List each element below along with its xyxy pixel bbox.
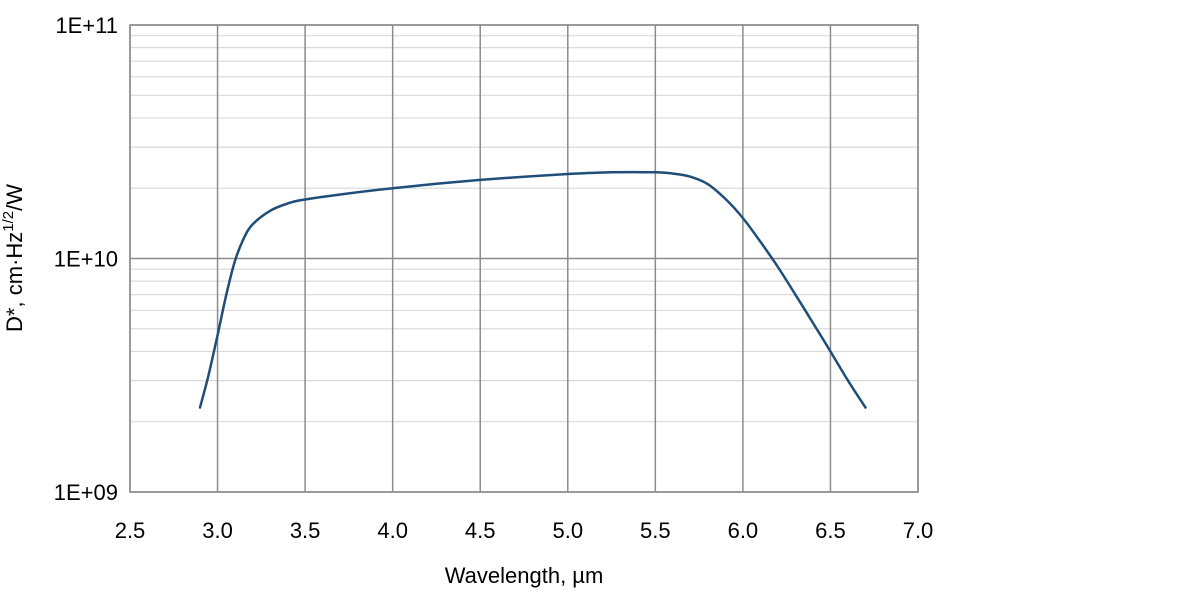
x-tick-label: 2.5 (115, 518, 146, 543)
y-axis-title-suffix: /W (2, 184, 27, 211)
x-tick-labels: 2.5 3.0 3.5 4.0 4.5 5.0 5.5 6.0 6.5 7.0 (115, 518, 934, 543)
x-tick-label: 4.0 (377, 518, 408, 543)
x-tick-label: 6.0 (728, 518, 759, 543)
y-axis-title-superscript: 1/2 (0, 211, 17, 232)
x-tick-label: 3.5 (290, 518, 321, 543)
y-axis-title: D*, cm·Hz1/2/W (0, 184, 27, 332)
y-tick-labels: 1E+09 1E+10 1E+11 (54, 13, 118, 505)
series-group (198, 170, 867, 409)
y-tick-label: 1E+09 (54, 480, 118, 505)
x-tick-label: 6.5 (815, 518, 846, 543)
y-tick-label: 1E+11 (55, 13, 118, 38)
y-tick-label: 1E+10 (54, 247, 118, 272)
minor-gridlines (130, 35, 918, 423)
x-tick-label: 7.0 (903, 518, 934, 543)
x-axis-title: Wavelength, µm (445, 563, 604, 588)
x-tick-label: 4.5 (465, 518, 496, 543)
x-tick-label: 5.5 (640, 518, 671, 543)
series-line (198, 170, 867, 409)
y-axis-title-main: D*, cm·Hz (2, 232, 27, 332)
x-tick-label: 3.0 (202, 518, 233, 543)
x-tick-label: 5.0 (552, 518, 583, 543)
plot-area-frame (129, 24, 919, 493)
